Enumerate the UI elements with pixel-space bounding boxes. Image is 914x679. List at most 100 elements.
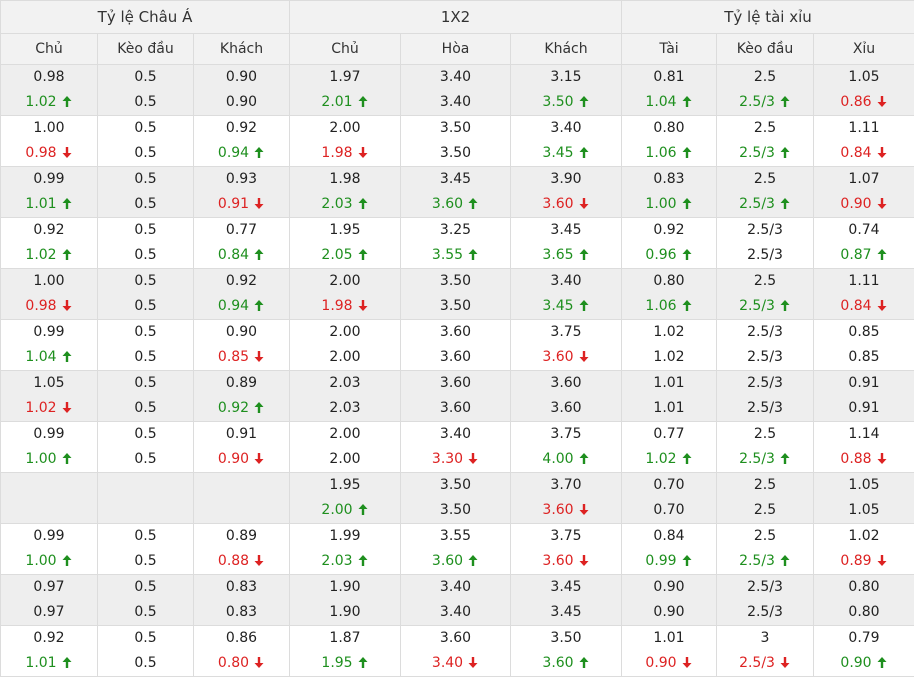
odds-value-text: 3.60 (542, 655, 574, 671)
opening-odds-value: 0.5 (134, 324, 157, 340)
odds-cell-ah-away: 0.90 0.90 (192, 64, 291, 116)
current-odds-value: 0.98 (1, 294, 97, 319)
group-header-1x2: 1X2 (289, 0, 623, 34)
opening-odds-value: 2.5 (753, 171, 777, 187)
opening-odds-value: 3.75 (550, 324, 582, 340)
current-odds-value: 0.90 (225, 94, 258, 110)
odds-value-text: 1.02 (645, 451, 677, 467)
table-row: 0.99 1.00 0.5 0.5 0.91 0.90 2.00 2.00 3.40 3.30 3.… (0, 421, 914, 473)
current-odds-value: 0.89 (814, 549, 914, 574)
odds-cell-ou-line: 2.5 2.5/3 (716, 64, 815, 116)
current-odds-value: 1.02 (1, 90, 97, 115)
current-odds-value: 3.50 (439, 298, 472, 314)
current-odds-value: 0.96 (622, 243, 716, 268)
odds-value-text: 0.90 (217, 451, 250, 467)
odds-cell-ou-under: 1.07 0.90 (813, 166, 914, 218)
arrow-up-icon (681, 141, 693, 166)
arrow-up-icon (357, 243, 369, 268)
current-odds-value: 0.91 (848, 400, 880, 416)
odds-cell-ah-line (97, 472, 194, 524)
column-header-ah-line: Kèo đầu (97, 33, 194, 65)
odds-value-text: 0.94 (217, 145, 250, 161)
opening-odds-value: 1.14 (848, 426, 880, 442)
arrow-down-icon (876, 447, 888, 472)
current-odds-value: 0.5 (134, 247, 157, 263)
opening-odds-value: 0.5 (134, 426, 157, 442)
odds-value-text: 0.96 (645, 247, 677, 263)
opening-odds-value: 1.01 (653, 375, 685, 391)
odds-cell-ah-line: 0.5 0.5 (97, 115, 194, 167)
opening-odds-value: 1.95 (329, 222, 361, 238)
odds-cell-1x2-draw: 3.40 3.40 (400, 64, 512, 116)
current-odds-value: 0.91 (194, 192, 289, 217)
opening-odds-value: 1.87 (329, 630, 361, 646)
odds-cell-1x2-draw: 3.45 3.60 (400, 166, 512, 218)
current-odds-value: 0.90 (653, 604, 685, 620)
current-odds-value: 0.85 (194, 345, 289, 370)
opening-odds-value: 0.99 (33, 324, 65, 340)
opening-odds-value: 2.5/3 (747, 579, 783, 595)
arrow-down-icon (61, 396, 73, 421)
opening-odds-value: 3.50 (550, 630, 582, 646)
current-odds-value: 2.5/3 (717, 294, 813, 319)
arrow-down-icon (876, 549, 888, 574)
opening-odds-value (194, 473, 289, 498)
arrow-up-icon (467, 192, 479, 217)
current-odds-value: 2.5/3 (747, 247, 783, 263)
opening-odds-value: 1.11 (848, 273, 880, 289)
arrow-up-icon (779, 141, 791, 166)
odds-value-text: 0.88 (840, 451, 872, 467)
odds-cell-ou-line: 3 2.5/3 (716, 625, 815, 677)
odds-cell-1x2-home: 1.87 1.95 (289, 625, 402, 677)
current-odds-value: 0.98 (1, 141, 97, 166)
current-odds-value: 0.94 (194, 294, 289, 319)
odds-cell-1x2-draw: 3.60 3.40 (400, 625, 512, 677)
arrow-down-icon (357, 141, 369, 166)
opening-odds-value: 1.00 (33, 120, 65, 136)
current-odds-value: 1.90 (329, 604, 361, 620)
odds-cell-ou-under: 1.14 0.88 (813, 421, 914, 473)
odds-value-text: 3.60 (542, 502, 574, 518)
opening-odds-value: 0.80 (653, 273, 685, 289)
odds-cell-ah-away (192, 472, 291, 524)
arrow-up-icon (357, 549, 369, 574)
arrow-up-icon (681, 192, 693, 217)
current-odds-value: 0.5 (134, 145, 157, 161)
opening-odds-value: 0.89 (225, 375, 258, 391)
odds-value-text: 0.80 (217, 655, 250, 671)
odds-cell-ah-away: 0.86 0.80 (192, 625, 291, 677)
odds-cell-1x2-away: 3.40 3.45 (510, 115, 623, 167)
odds-cell-ou-line: 2.5/3 2.5/3 (716, 217, 815, 269)
opening-odds-value: 0.5 (134, 171, 157, 187)
current-odds-value: 3.45 (511, 294, 621, 319)
current-odds-value: 0.85 (848, 349, 880, 365)
current-odds-value: 3.60 (511, 651, 621, 676)
odds-cell-ou-line: 2.5 2.5/3 (716, 421, 815, 473)
opening-odds-value: 0.97 (33, 579, 65, 595)
odds-value-text: 0.90 (645, 655, 677, 671)
current-odds-value: 3.55 (401, 243, 510, 268)
odds-cell-1x2-away: 3.60 3.60 (510, 370, 623, 422)
arrow-down-icon (779, 651, 791, 676)
odds-value-text: 3.50 (542, 94, 574, 110)
current-odds-value: 1.02 (1, 396, 97, 421)
current-odds-value: 0.83 (225, 604, 258, 620)
current-odds-value: 3.50 (511, 90, 621, 115)
group-header-row: Tỷ lệ Châu Á 1X2 Tỷ lệ tài xỉu (0, 0, 914, 34)
odds-cell-ou-under: 1.02 0.89 (813, 523, 914, 575)
arrow-up-icon (876, 243, 888, 268)
opening-odds-value (98, 473, 193, 498)
odds-cell-ou-over: 0.80 1.06 (621, 115, 718, 167)
odds-cell-ou-over: 0.77 1.02 (621, 421, 718, 473)
opening-odds-value: 0.5 (134, 528, 157, 544)
odds-value-text: 2.5/3 (739, 298, 775, 314)
odds-cell-ah-away: 0.93 0.91 (192, 166, 291, 218)
column-header-ah-away: Khách (192, 33, 291, 65)
current-odds-value: 3.60 (439, 400, 472, 416)
opening-odds-value: 0.81 (653, 69, 685, 85)
column-header-ah-home: Chủ (0, 33, 98, 65)
current-odds-value: 2.00 (290, 498, 400, 523)
arrow-up-icon (61, 345, 73, 370)
odds-value-text: 2.03 (321, 196, 353, 212)
current-odds-value: 0.86 (814, 90, 914, 115)
